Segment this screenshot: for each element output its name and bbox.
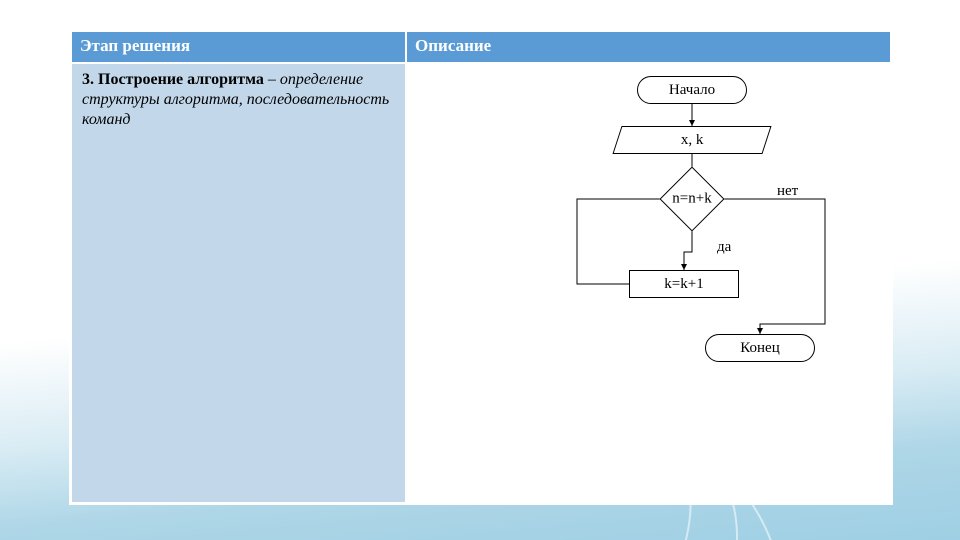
header-description: Описание (406, 31, 891, 63)
flow-node-end: Конец (705, 334, 815, 362)
flow-node-decision-label: n=n+k (672, 191, 711, 208)
flow-node-process-label: k=k+1 (664, 276, 703, 293)
table-body-row: 3. Построение алгоритма – определение ст… (71, 63, 891, 503)
table-header-row: Этап решения Описание (71, 31, 891, 63)
header-stage: Этап решения (71, 31, 406, 63)
flow-node-start-label: Начало (669, 82, 715, 99)
content-table: Этап решения Описание 3. Построение алго… (70, 30, 892, 504)
stage-separator: – (264, 71, 280, 88)
flow-node-input-label: x, k (681, 132, 704, 149)
flow-node-input: x, k (612, 126, 771, 154)
stage-title: 3. Построение алгоритма (82, 71, 264, 88)
stage-cell: 3. Построение алгоритма – определение ст… (71, 63, 406, 503)
flow-label-no: нет (777, 183, 798, 200)
flow-node-start: Начало (637, 76, 747, 104)
slide-background: Этап решения Описание 3. Построение алго… (0, 0, 960, 540)
flow-label-yes: да (717, 239, 731, 256)
flow-node-decision: n=n+k (659, 166, 724, 231)
flowchart: Начало x, k n=n+k k=k+1 Конец нет (407, 64, 890, 502)
flow-node-end-label: Конец (740, 340, 779, 357)
flow-node-process: k=k+1 (629, 270, 739, 298)
description-cell: Начало x, k n=n+k k=k+1 Конец нет (406, 63, 891, 503)
